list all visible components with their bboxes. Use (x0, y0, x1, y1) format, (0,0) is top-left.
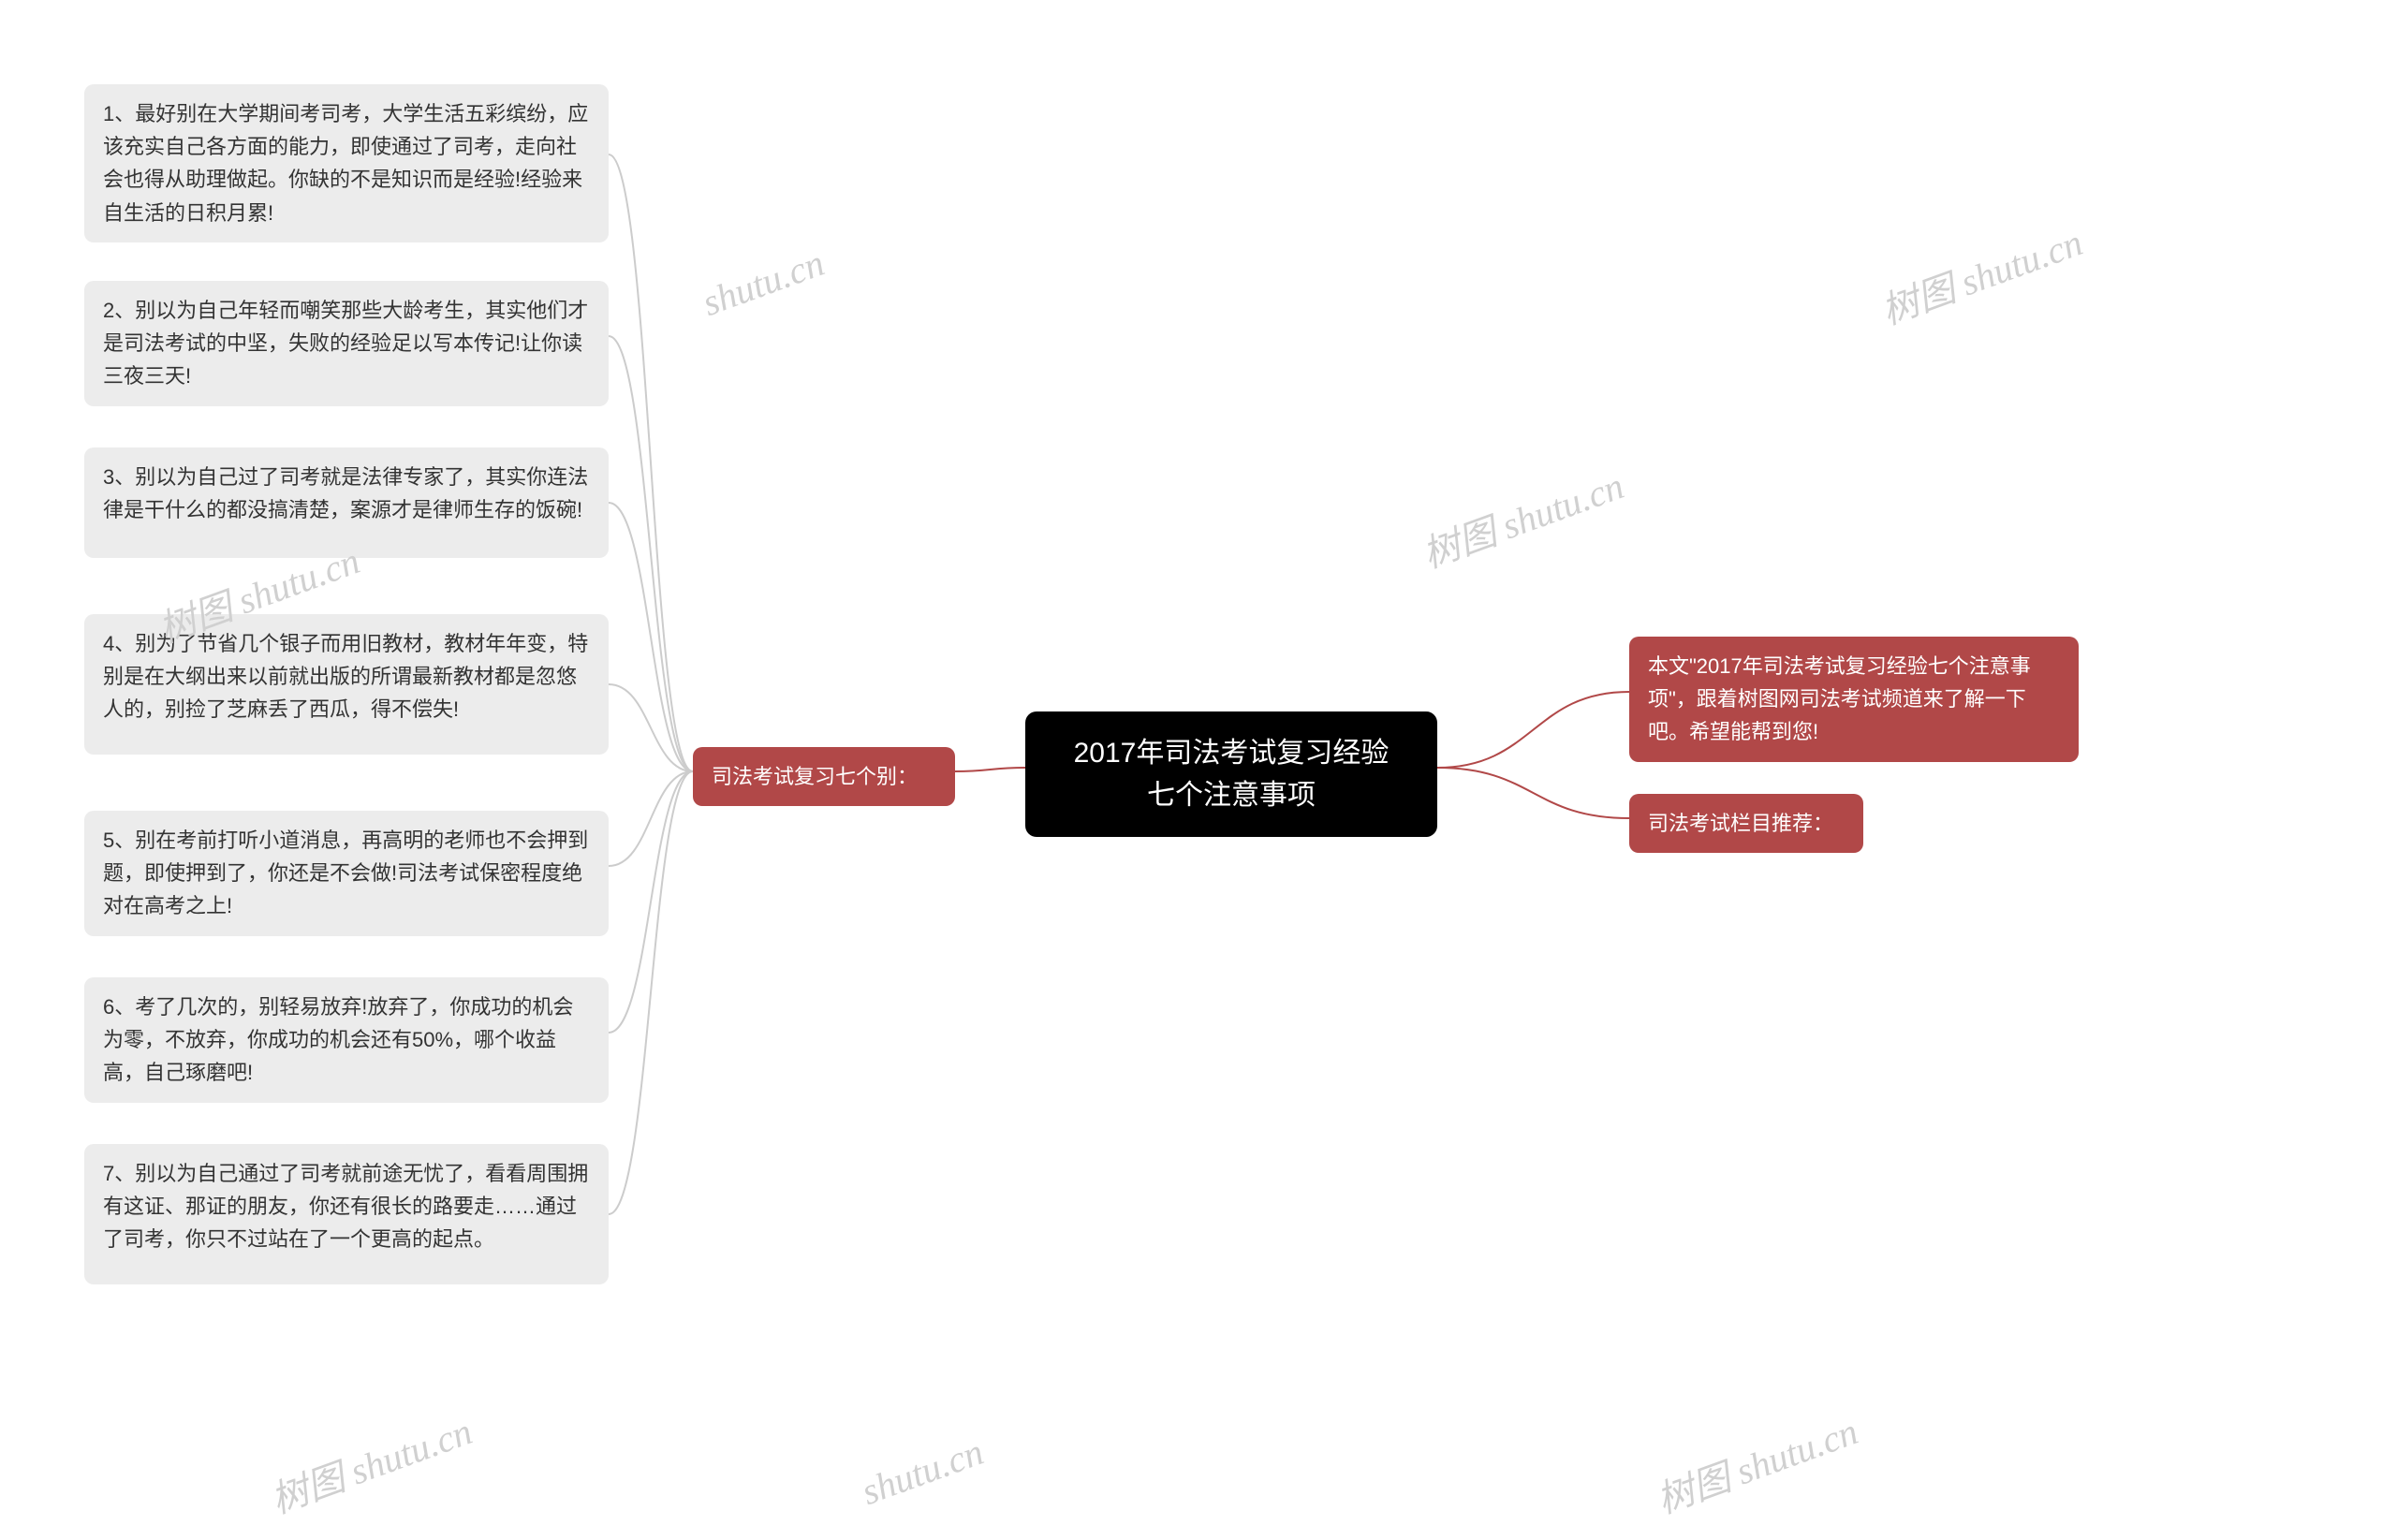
left-leaf-3: 3、别以为自己过了司考就是法律专家了，其实你连法律是干什么的都没搞清楚，案源才是… (84, 447, 609, 558)
watermark-2: shutu.cn (697, 241, 830, 325)
left-leaf-7: 7、别以为自己通过了司考就前途无忧了，看看周围拥有这证、那证的朋友，你还有很长的… (84, 1144, 609, 1284)
mindmap-container: 2017年司法考试复习经验七个注意事项 司法考试复习七个别： 1、最好别在大学期… (0, 0, 2397, 1540)
watermark-7: 树图 shutu.cn (1648, 1401, 1864, 1524)
watermark-5: 树图 shutu.cn (262, 1401, 478, 1524)
left-branch-label: 司法考试复习七个别： (693, 747, 955, 806)
left-leaf-6: 6、考了几次的，别轻易放弃!放弃了，你成功的机会为零，不放弃，你成功的机会还有5… (84, 977, 609, 1103)
left-leaf-4: 4、别为了节省几个银子而用旧教材，教材年年变，特别是在大纲出来以前就出版的所谓最… (84, 614, 609, 755)
left-leaf-2: 2、别以为自己年轻而嘲笑那些大龄考生，其实他们才是司法考试的中坚，失败的经验足以… (84, 281, 609, 406)
watermark-4: 树图 shutu.cn (1873, 213, 2089, 335)
watermark-6: shutu.cn (856, 1430, 989, 1514)
left-leaf-1: 1、最好别在大学期间考司考，大学生活五彩缤纷，应该充实自己各方面的能力，即使通过… (84, 84, 609, 242)
right-branch-2: 司法考试栏目推荐： (1629, 794, 1863, 853)
right-branch-1: 本文"2017年司法考试复习经验七个注意事项"，跟着树图网司法考试频道来了解一下… (1629, 637, 2079, 762)
left-leaf-5: 5、别在考前打听小道消息，再高明的老师也不会押到题，即使押到了，你还是不会做!司… (84, 811, 609, 936)
center-node: 2017年司法考试复习经验七个注意事项 (1025, 711, 1437, 837)
watermark-3: 树图 shutu.cn (1414, 456, 1630, 579)
